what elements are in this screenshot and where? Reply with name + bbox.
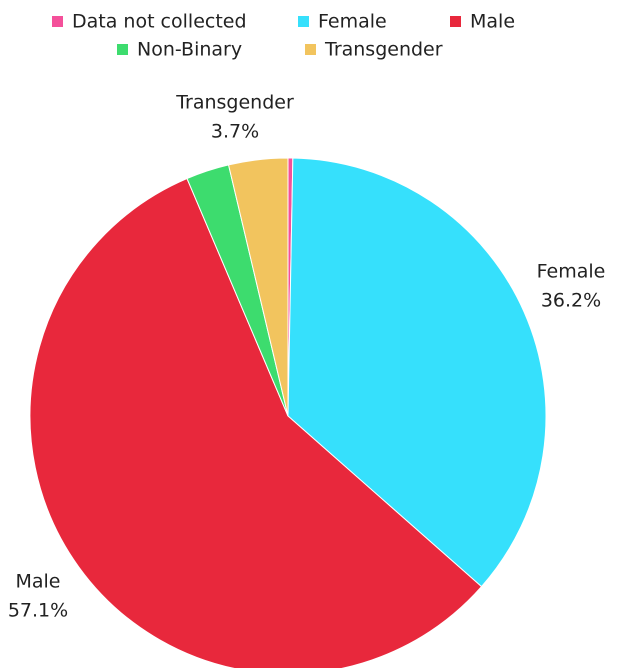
legend-swatch [450,16,461,27]
slice-name: Female [537,261,606,283]
pie-slice [227,157,289,417]
legend-label: Transgender [324,39,443,61]
slice-value: 57.1% [8,600,68,622]
legend-label: Data not collected [72,11,247,33]
slice-value: 3.7% [211,121,259,143]
slice-name: Male [15,571,60,593]
legend-label: Non-Binary [137,39,242,61]
legend-swatch [298,16,309,27]
legend-swatch [52,16,63,27]
legend-swatch [305,44,316,55]
legend-swatch [117,44,128,55]
pie-slice [29,177,483,668]
legend-label: Female [318,11,387,33]
slice-name: Transgender [175,92,294,114]
slice-value: 36.2% [541,290,601,312]
pie-slice [287,157,547,588]
legend-label: Male [470,11,515,33]
